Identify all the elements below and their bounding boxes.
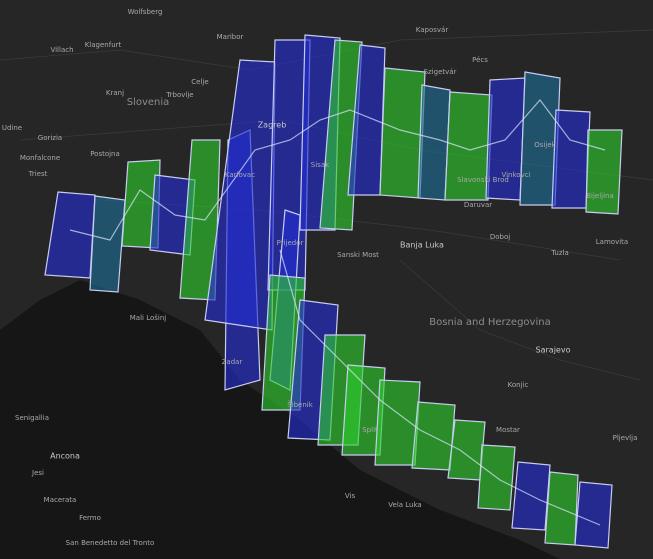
place-label: Macerata: [44, 496, 77, 504]
place-label: Celje: [191, 78, 208, 86]
place-label: Šibenik: [287, 400, 314, 409]
place-label: Fermo: [79, 514, 101, 522]
place-label: Ancona: [50, 452, 80, 461]
place-label: Tuzla: [550, 249, 569, 257]
place-label: Banja Luka: [400, 241, 444, 250]
place-label: Postojna: [90, 150, 120, 158]
place-label: Vis: [345, 492, 356, 500]
place-label: Sanski Most: [337, 251, 379, 259]
place-label: Karlovac: [225, 171, 255, 179]
place-label: Slovenia: [127, 97, 170, 108]
overlay: [44, 34, 623, 549]
place-label: Sisak: [311, 161, 330, 169]
route: [69, 99, 606, 241]
place-label: Klagenfurt: [85, 41, 122, 49]
zone: [411, 401, 456, 471]
place-label: Prijedor: [277, 239, 304, 247]
place-label: Split: [362, 426, 378, 434]
zone: [44, 191, 96, 279]
place-label: Triest: [28, 170, 48, 178]
zone: [447, 419, 486, 481]
place-label: Jesi: [31, 469, 44, 477]
place-label: Slavonski Brod: [457, 176, 509, 184]
place-label: Villach: [50, 46, 73, 54]
road: [399, 259, 641, 381]
place-label: Mostar: [496, 426, 520, 434]
place-label: Maribor: [217, 33, 244, 41]
place-label: Trbovlje: [165, 91, 193, 99]
zone: [585, 129, 623, 215]
zone: [574, 481, 613, 549]
place-label: Vela Luka: [388, 501, 421, 509]
sea: [0, 280, 560, 559]
place-label: Pljevlja: [613, 434, 638, 442]
route: [279, 249, 601, 526]
place-label: Szigetvár: [424, 68, 457, 76]
place-label: Lamovita: [596, 238, 628, 246]
place-label: Wolfsberg: [128, 8, 163, 16]
place-label: Zagreb: [258, 121, 287, 130]
place-label: Udine: [2, 124, 22, 132]
place-label: Vinkovci: [501, 171, 530, 179]
place-label: Mali Lošinj: [130, 314, 167, 322]
zone: [551, 109, 591, 209]
zone: [444, 91, 493, 201]
place-label: Sarajevo: [536, 346, 571, 355]
place-label: Monfalcone: [20, 154, 60, 162]
place-label: Konjic: [508, 381, 529, 389]
labels: Wolfsberg Villach Klagenfurt Maribor Celje Kr…: [2, 8, 638, 547]
place-label: Kranj: [106, 89, 124, 97]
zone: [89, 195, 126, 293]
place-label: Doboj: [490, 233, 510, 241]
place-label: Osijek: [534, 141, 556, 149]
place-label: Kaposvár: [416, 26, 449, 34]
place-label: Gorizia: [38, 134, 62, 142]
place-label: Bijeljina: [586, 192, 614, 200]
place-label: Senigallia: [15, 414, 49, 422]
place-label: Bosnia and Herzegovina: [429, 317, 550, 328]
place-label: Pécs: [472, 56, 488, 64]
place-label: Daruvar: [464, 201, 492, 209]
place-label: Zadar: [222, 358, 243, 366]
place-label: San Benedetto del Tronto: [66, 539, 155, 547]
